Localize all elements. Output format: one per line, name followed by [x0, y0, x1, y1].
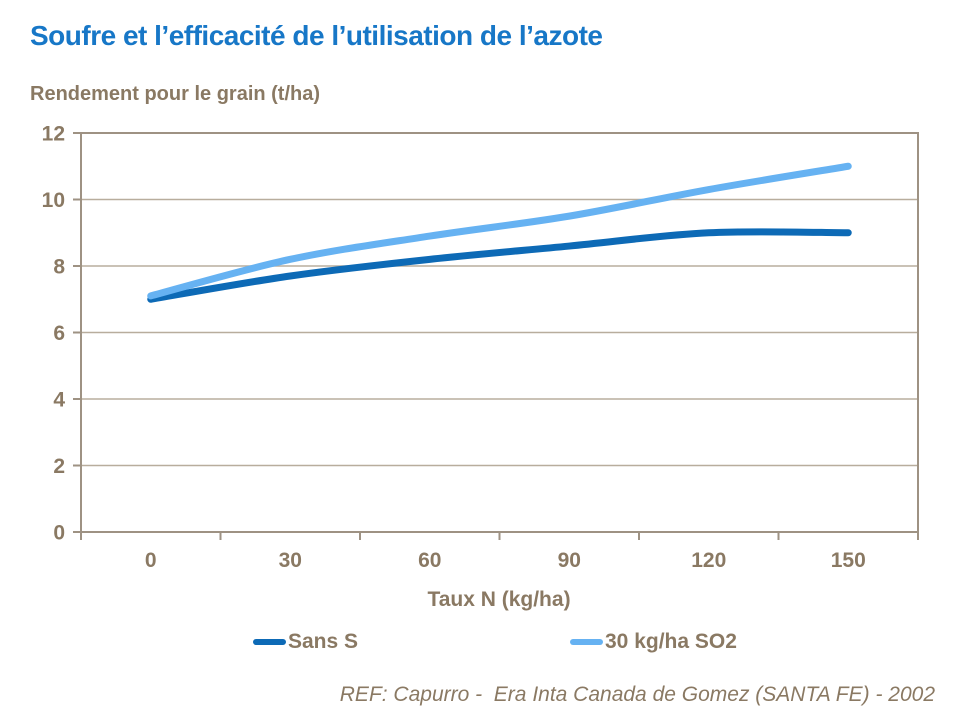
x-tick-label: 120	[691, 549, 726, 572]
x-tick-label: 60	[418, 549, 441, 572]
series-group	[147, 162, 852, 303]
y-tick-label: 2	[53, 455, 65, 478]
legend: Sans S 30 kg/ha SO2	[0, 629, 960, 655]
series-line-30-kg-ha-so2	[147, 162, 852, 300]
legend-item: Sans S	[253, 629, 358, 655]
y-tick-label: 12	[42, 123, 65, 146]
series-line-sans-s	[147, 228, 852, 303]
x-tick-label: 0	[145, 549, 157, 572]
y-tick-label: 0	[53, 522, 65, 545]
legend-line-marker	[570, 639, 603, 645]
reference-text: REF: Capurro - Era Inta Canada de Gomez …	[339, 683, 935, 706]
x-tick-label: 90	[558, 549, 581, 572]
x-tick-label: 150	[831, 549, 866, 572]
y-axis-unit-label: Rendement pour le grain (t/ha)	[30, 83, 321, 105]
y-tick-label: 8	[53, 256, 65, 279]
y-tick-label: 6	[53, 322, 65, 345]
legend-label: Sans S	[288, 630, 359, 653]
y-tick-label: 4	[53, 389, 65, 412]
chart-title: Soufre et l’efficacité de l’utilisation …	[30, 20, 603, 51]
gridlines-group	[81, 198, 918, 467]
y-tick-label: 10	[42, 189, 65, 212]
legend-line-marker	[253, 639, 286, 645]
legend-item: 30 kg/ha SO2	[570, 629, 737, 655]
legend-label: 30 kg/ha SO2	[605, 630, 737, 653]
ticks-group	[73, 132, 919, 540]
x-axis-title: Taux N (kg/ha)	[427, 588, 570, 611]
x-tick-label: 30	[279, 549, 302, 572]
